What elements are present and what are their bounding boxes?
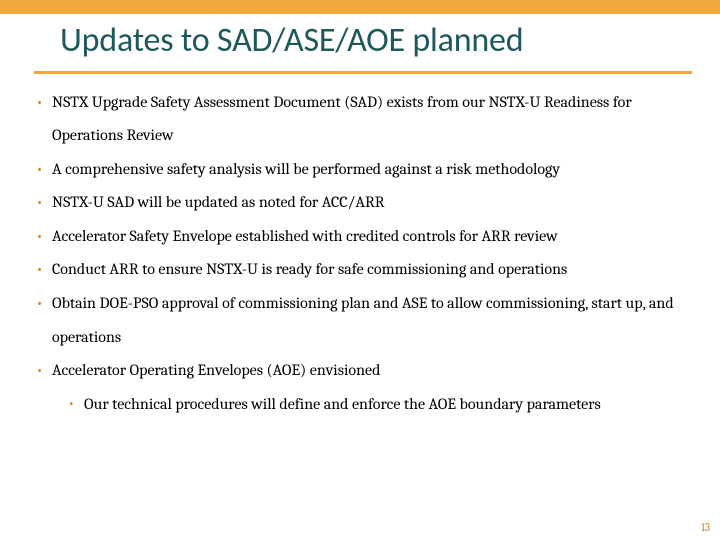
list-item: Accelerator Safety Envelope established … — [34, 220, 690, 254]
bullet-text: Our technical procedures will define and… — [84, 395, 601, 413]
list-item: Conduct ARR to ensure NSTX-U is ready fo… — [34, 253, 690, 287]
bullet-text: Accelerator Operating Envelopes (AOE) en… — [52, 361, 380, 379]
bullet-text: A comprehensive safety analysis will be … — [52, 160, 560, 178]
bullet-text: Accelerator Safety Envelope established … — [52, 227, 558, 245]
sub-bullet-list: Our technical procedures will define and… — [52, 388, 690, 422]
top-accent-bar — [0, 0, 720, 14]
bullet-text: NSTX Upgrade Safety Assessment Document … — [52, 93, 632, 145]
list-item: NSTX Upgrade Safety Assessment Document … — [34, 86, 690, 153]
page-number: 13 — [701, 521, 710, 534]
list-item: Obtain DOE-PSO approval of commissioning… — [34, 287, 690, 354]
list-item: A comprehensive safety analysis will be … — [34, 153, 690, 187]
bullet-list: NSTX Upgrade Safety Assessment Document … — [34, 86, 690, 422]
list-item: Our technical procedures will define and… — [66, 388, 690, 422]
content-area: NSTX Upgrade Safety Assessment Document … — [0, 74, 720, 422]
list-item: Accelerator Operating Envelopes (AOE) en… — [34, 354, 690, 421]
bullet-text: Conduct ARR to ensure NSTX-U is ready fo… — [52, 260, 567, 278]
page-title: Updates to SAD/ASE/AOE planned — [60, 20, 680, 61]
title-container: Updates to SAD/ASE/AOE planned — [0, 14, 720, 65]
bullet-text: Obtain DOE-PSO approval of commissioning… — [52, 294, 674, 346]
list-item: NSTX-U SAD will be updated as noted for … — [34, 186, 690, 220]
bullet-text: NSTX-U SAD will be updated as noted for … — [52, 193, 385, 211]
